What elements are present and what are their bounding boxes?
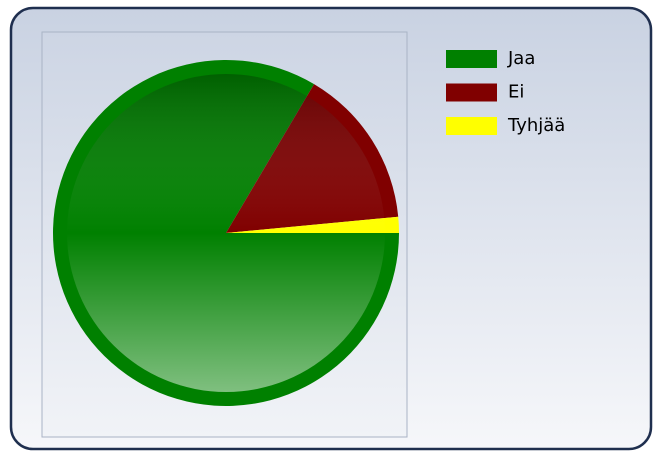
legend-label: Ei (508, 82, 524, 103)
legend-swatch (446, 117, 497, 135)
legend-label: Jaa (507, 48, 535, 69)
pie (52, 59, 399, 406)
legend: Jaa Ei Tyhjää (446, 48, 565, 136)
legend-swatch (446, 50, 497, 68)
pie-shade (67, 74, 385, 392)
legend-label: Tyhjää (507, 115, 565, 136)
legend-swatch (446, 83, 497, 102)
